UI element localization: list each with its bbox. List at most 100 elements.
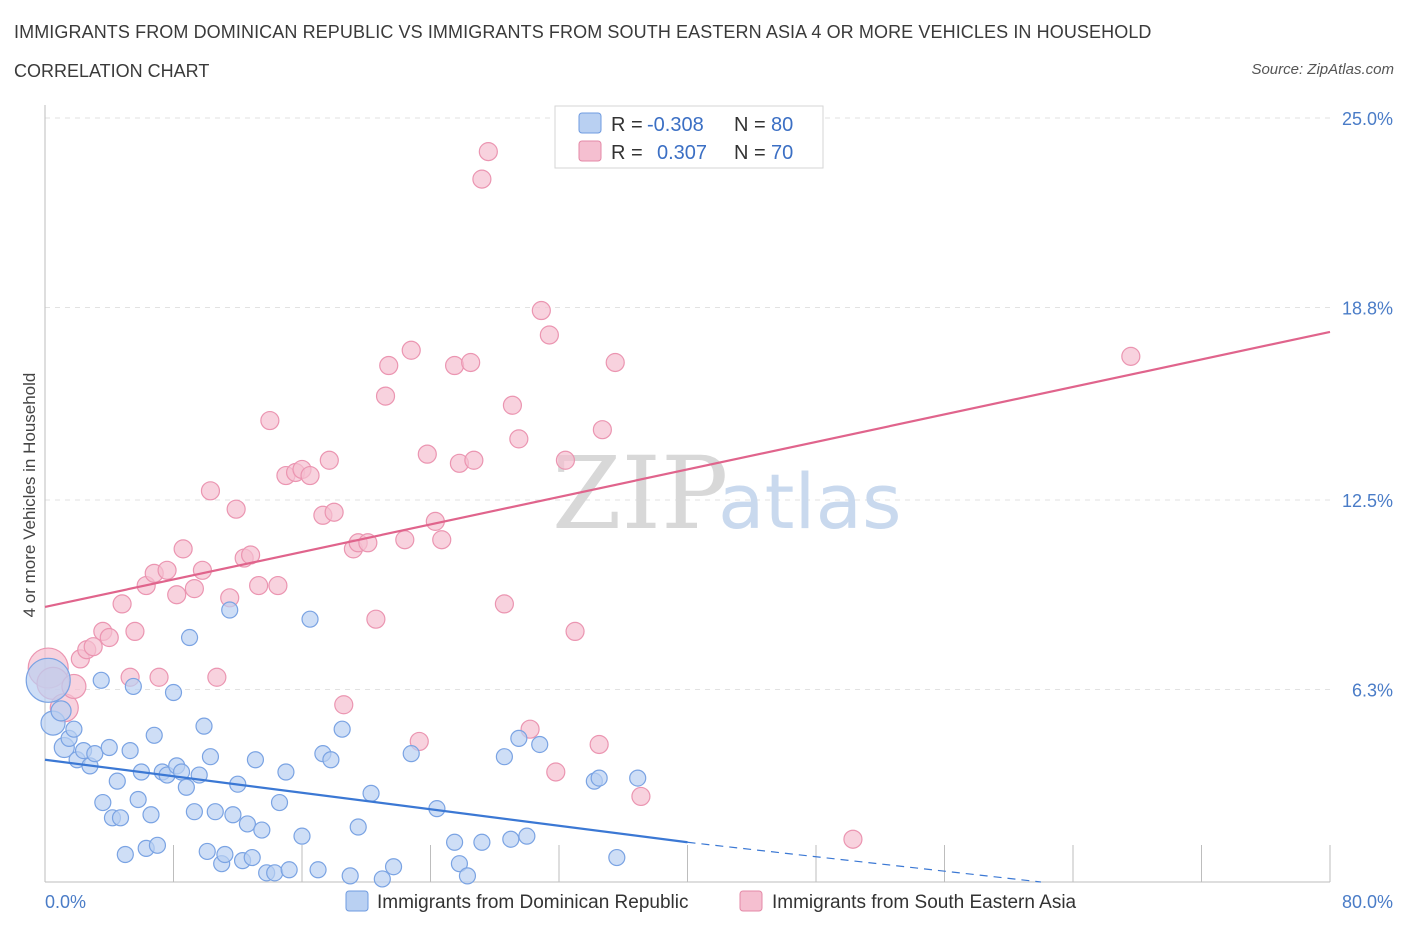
data-point-pink: [83, 637, 103, 657]
data-point-blue: [206, 803, 224, 821]
data-point-blue: [65, 720, 83, 738]
data-point-pink: [324, 502, 344, 522]
data-point-blue: [100, 738, 118, 757]
data-point-blue: [293, 827, 311, 845]
data-point-blue: [301, 610, 319, 628]
legend-r-value-1: -0.308: [647, 114, 704, 136]
legend-r-label-1: R =: [611, 114, 643, 136]
data-point-blue: [142, 806, 160, 824]
chart-subtitle: CORRELATION CHART: [14, 61, 210, 81]
data-point-pink: [1121, 346, 1141, 366]
data-point-pink: [366, 609, 386, 629]
data-point-blue: [111, 809, 130, 827]
data-point-pink: [605, 352, 625, 373]
data-point-pink: [226, 499, 246, 519]
data-point-pink: [461, 352, 481, 373]
data-point-blue: [608, 848, 626, 867]
data-point-pink: [531, 300, 551, 321]
legend-swatch-blue: [578, 112, 602, 134]
trend-line-extension-blue: [687, 841, 1041, 883]
data-point-blue: [384, 858, 403, 876]
data-point-pink: [149, 667, 169, 687]
data-point-blue: [445, 833, 464, 851]
series-legend-label-blue: Immigrants from Dominican Republic: [377, 892, 689, 913]
data-point-blue: [25, 657, 71, 703]
data-point-pink: [157, 560, 177, 580]
data-point-blue: [94, 793, 112, 812]
watermark: ZIP atlas: [552, 435, 902, 552]
data-point-pink: [375, 386, 396, 406]
data-point-pink: [843, 829, 863, 849]
data-point-blue: [201, 748, 220, 766]
data-point-pink: [249, 575, 269, 596]
data-point-blue: [108, 772, 126, 790]
x-tick-label-max: 80.0%: [1342, 892, 1393, 912]
data-point-pink: [565, 621, 585, 642]
data-point-blue: [495, 748, 513, 766]
data-point-blue: [349, 818, 367, 836]
data-point-blue: [502, 830, 520, 848]
data-point-blue: [238, 815, 256, 833]
data-point-pink: [464, 450, 484, 470]
source-credit: Source: ZipAtlas.com: [1251, 61, 1394, 78]
data-point-pink: [546, 762, 566, 782]
data-point-blue: [195, 717, 213, 735]
data-point-blue: [590, 769, 608, 787]
data-point-pink: [401, 340, 421, 360]
grid-lines: [45, 117, 1330, 690]
data-point-blue: [180, 628, 199, 647]
data-point-blue: [185, 803, 203, 821]
data-point-pink: [207, 667, 227, 687]
trend-lines: [44, 330, 1331, 883]
data-point-pink: [494, 594, 514, 614]
y-tick-label: 25.0%: [1342, 109, 1393, 129]
data-point-pink: [379, 355, 399, 376]
data-point-pink: [395, 530, 415, 550]
data-point-pink: [502, 395, 523, 415]
data-point-blue: [280, 861, 298, 879]
data-point-pink: [268, 575, 288, 596]
data-point-blue: [221, 601, 239, 619]
data-point-blue: [216, 845, 234, 864]
watermark-atlas: atlas: [718, 457, 902, 546]
trend-line-blue: [44, 758, 688, 844]
data-point-blue: [458, 867, 477, 885]
data-point-blue: [177, 778, 195, 796]
data-point-blue: [518, 827, 536, 845]
data-point-pink: [417, 444, 437, 464]
data-point-blue: [243, 848, 261, 867]
data-point-blue: [246, 751, 265, 769]
data-point-pink: [631, 786, 651, 807]
data-point-pink: [539, 325, 559, 345]
series-legend-label-pink: Immigrants from South Eastern Asia: [772, 892, 1077, 913]
data-point-pink: [444, 355, 465, 376]
legend-n-label-1: N =: [734, 114, 766, 136]
legend-n-label-2: N =: [734, 142, 766, 164]
data-point-blue: [341, 867, 359, 885]
data-point-blue: [124, 677, 142, 696]
data-point-blue: [121, 741, 139, 760]
x-tick-label-min: 0.0%: [45, 892, 86, 912]
legend-r-value-2: 0.307: [657, 142, 707, 164]
series-legend-swatch-blue: [345, 890, 369, 912]
data-point-blue: [322, 751, 340, 769]
data-point-blue: [277, 763, 295, 781]
data-point-pink: [509, 429, 529, 449]
legend-n-value-1: 80: [771, 114, 793, 136]
stats-legend: R = -0.308 N = 80 R = 0.307 N = 70: [554, 105, 824, 169]
series-legend-swatch-pink: [739, 890, 763, 912]
series-legend: Immigrants from Dominican Republic Immig…: [345, 890, 1077, 913]
data-point-blue: [333, 720, 351, 738]
data-point-blue: [253, 821, 271, 839]
legend-r-label-2: R =: [611, 142, 643, 164]
data-point-blue: [362, 784, 380, 802]
data-point-blue: [116, 845, 134, 864]
data-point-blue: [50, 700, 72, 722]
data-point-blue: [92, 671, 110, 689]
data-point-pink: [173, 539, 193, 559]
data-point-blue: [531, 735, 549, 754]
data-point-pink: [112, 594, 132, 614]
data-point-pink: [432, 530, 452, 550]
data-point-pink: [555, 450, 576, 470]
